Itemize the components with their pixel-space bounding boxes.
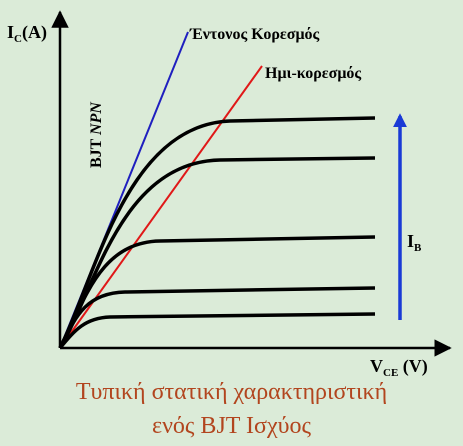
hard-saturation-label: Έντονος Κορεσμός bbox=[189, 26, 320, 43]
caption-line-2: ενός BJT Ισχύος bbox=[152, 413, 311, 439]
caption-line-1: Τυπική στατική χαρακτηριστική bbox=[75, 379, 388, 405]
x-axis-label-subscript: CE bbox=[383, 367, 398, 379]
ib-label: IB bbox=[407, 231, 422, 254]
characteristic-curve-ib4 bbox=[58, 156, 376, 349]
quasi-saturation-label: Ημι-κορεσμός bbox=[265, 65, 361, 82]
characteristic-curve-ib1 bbox=[58, 312, 376, 350]
y-axis-label: IC(A) bbox=[7, 22, 47, 45]
ib-label-subscript: B bbox=[414, 242, 422, 254]
x-axis-label: VCE (V) bbox=[370, 356, 428, 379]
y-axis-label-subscript: C bbox=[14, 33, 22, 45]
device-type-label: BJT NPN bbox=[88, 101, 105, 168]
characteristic-curve-ib5 bbox=[58, 116, 376, 349]
characteristic-curve-ib3 bbox=[58, 235, 376, 349]
